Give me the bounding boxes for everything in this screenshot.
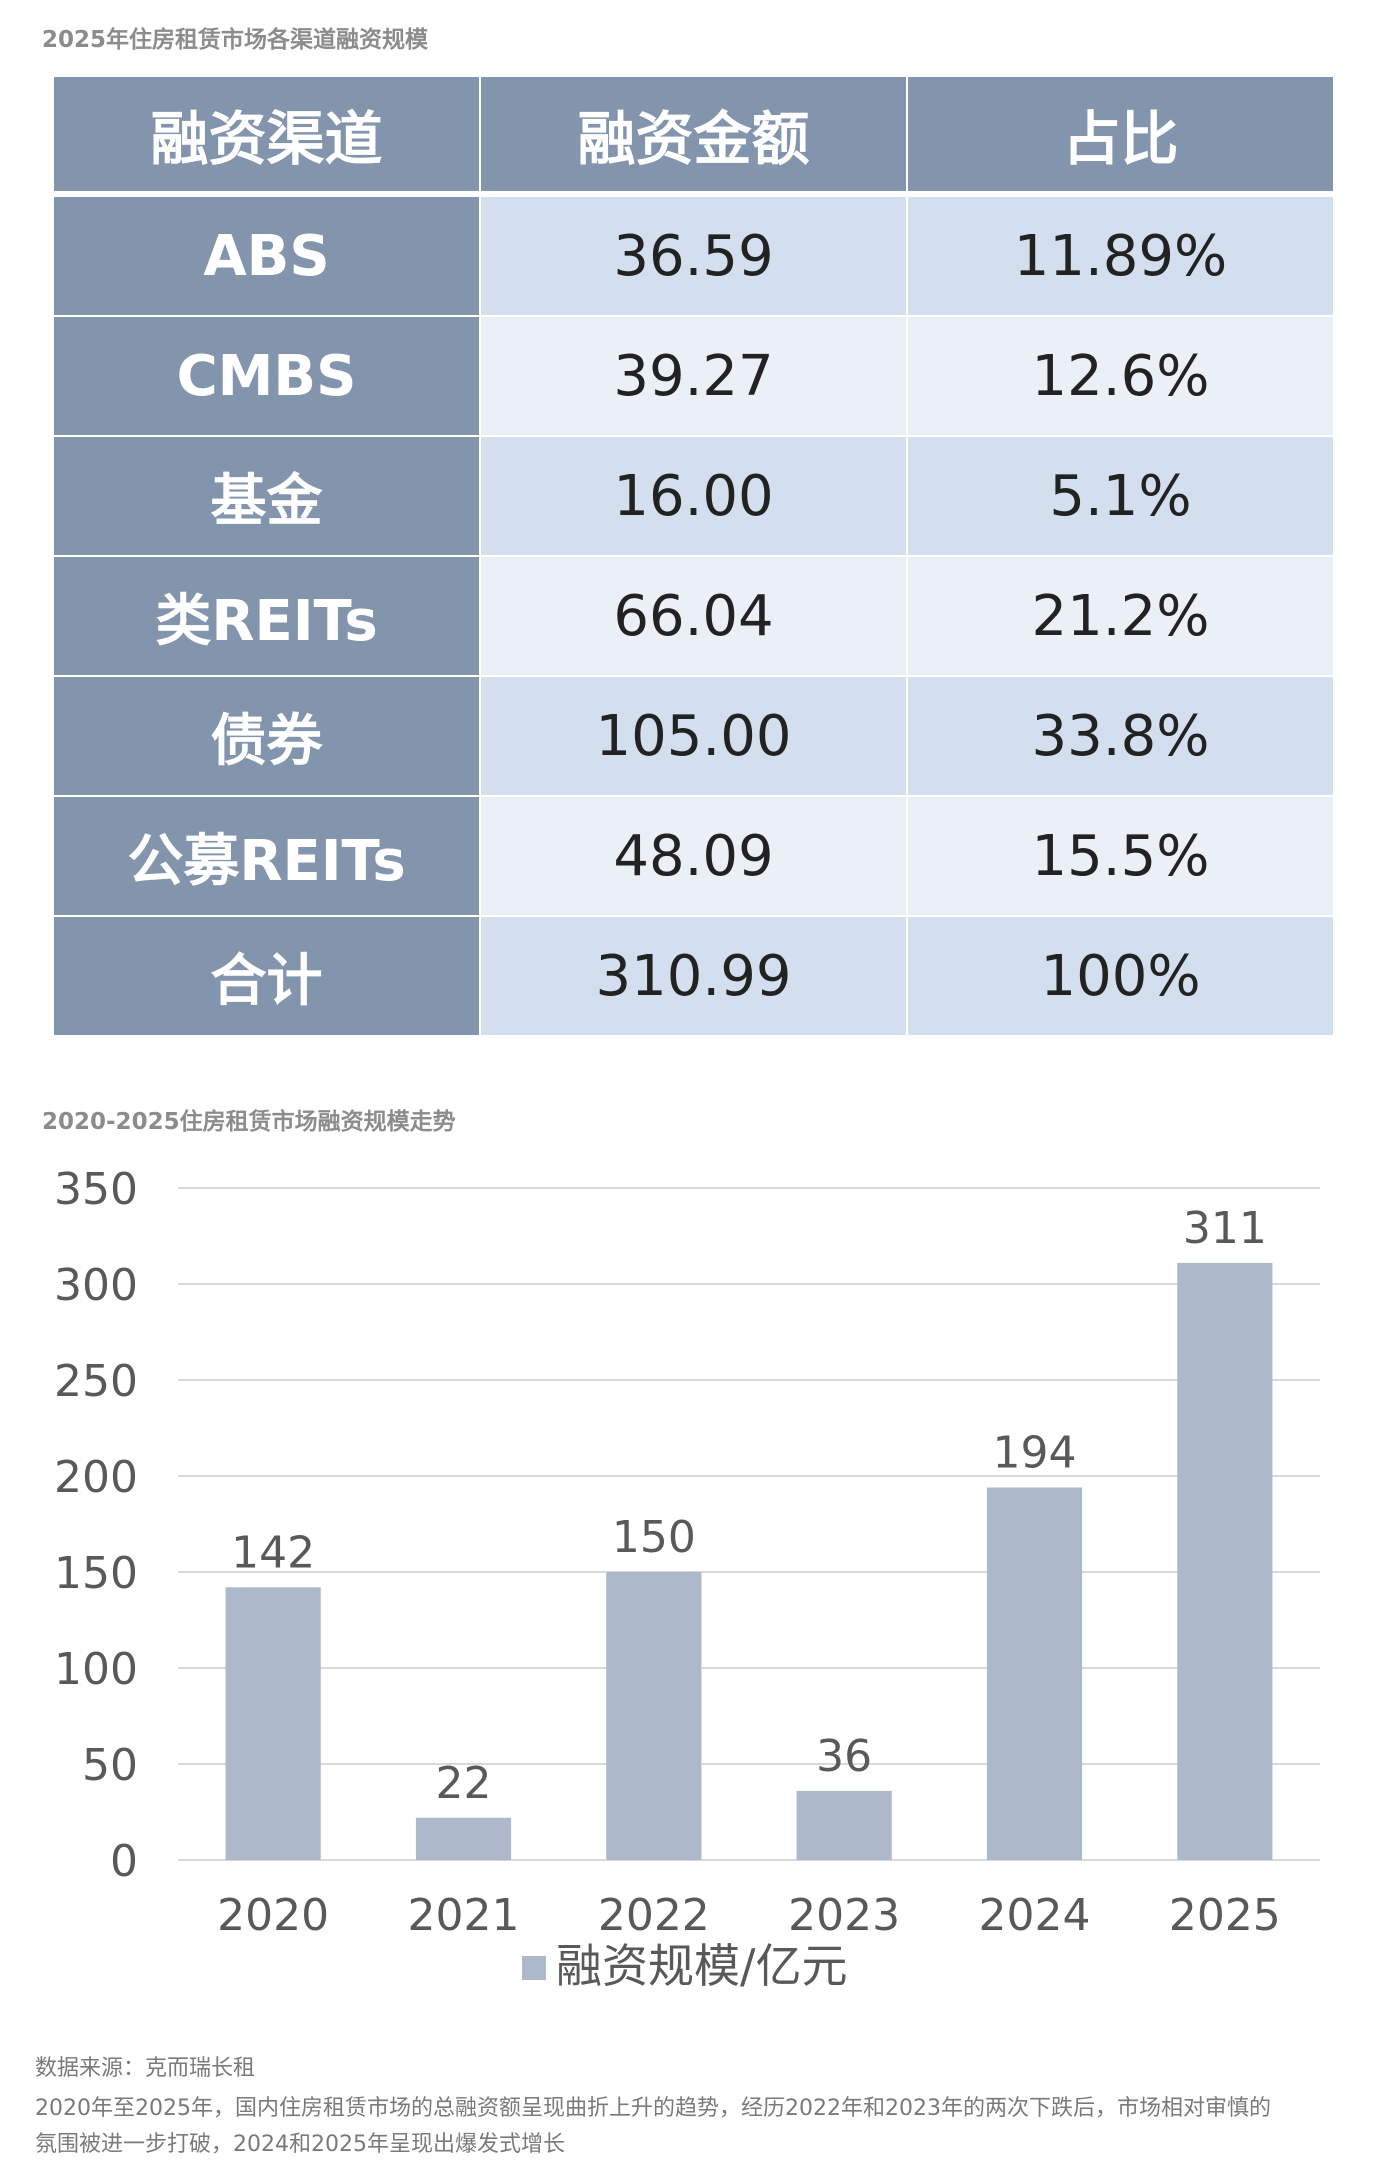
table-caption: 2025年住房租赁市场各渠道融资规模 [42,27,429,53]
data-label: 194 [993,1428,1077,1479]
row-share: 5.1% [906,435,1335,557]
row-share: 11.89% [906,193,1335,317]
note-line-1: 2020年至2025年，国内住房租赁市场的总融资额呈现曲折上升的趋势，经历202… [35,2096,1271,2121]
y-tick-label: 50 [82,1740,138,1791]
row-amount: 48.09 [479,795,908,917]
bar [986,1487,1083,1860]
row-share: 15.5% [906,795,1335,917]
legend-label: 融资规模/亿元 [556,1939,848,1993]
x-tick-label: 2020 [217,1890,329,1941]
y-tick-label: 100 [54,1644,138,1695]
data-label: 22 [436,1758,492,1809]
table-row: 类REITs 66.04 21.2% [52,555,1335,677]
data-label: 36 [816,1731,872,1782]
y-tick-label: 200 [54,1452,138,1503]
row-share: 21.2% [906,555,1335,677]
data-label: 311 [1183,1203,1267,1254]
row-amount: 16.00 [479,435,908,557]
row-amount: 310.99 [479,915,908,1037]
data-source: 数据来源：克而瑞长租 [35,2056,256,2081]
y-tick-label: 150 [54,1548,138,1599]
financing-channel-table: 融资渠道 融资金额 占比 ABS 36.59 11.89% CMBS 39.27… [52,75,1335,1037]
row-amount: 66.04 [479,555,908,677]
bar [225,1587,321,1860]
y-tick-label: 0 [110,1836,138,1887]
x-tick-label: 2024 [979,1890,1091,1941]
bar [606,1572,702,1860]
table-row: ABS 36.59 11.89% [52,193,1335,317]
data-label: 150 [612,1512,696,1563]
row-channel: 合计 [52,915,481,1037]
row-channel: 公募REITs [52,795,481,917]
note-line-2: 氛围被进一步打破，2024和2025年呈现出爆发式增长 [35,2132,565,2157]
y-tick-label: 250 [54,1356,138,1407]
bar [1177,1262,1273,1860]
row-share: 100% [906,915,1335,1037]
legend-swatch [522,1956,546,1980]
x-tick-label: 2022 [598,1890,710,1941]
bar [796,1790,892,1860]
y-tick-label: 300 [54,1260,138,1311]
row-amount: 39.27 [479,315,908,437]
header-amount: 融资金额 [479,75,908,197]
table-row-total: 合计 310.99 100% [52,915,1335,1037]
y-tick-label: 350 [54,1164,138,1215]
row-share: 33.8% [906,675,1335,797]
table-header-row: 融资渠道 融资金额 占比 [52,75,1335,197]
row-channel: 类REITs [52,555,481,677]
x-tick-label: 2025 [1169,1890,1281,1941]
chart-caption: 2020-2025住房租赁市场融资规模走势 [42,1109,456,1135]
bar [415,1817,512,1860]
row-amount: 105.00 [479,675,908,797]
row-channel: 债券 [52,675,481,797]
table-row: 公募REITs 48.09 15.5% [52,795,1335,917]
x-tick-label: 2021 [408,1890,520,1941]
data-label: 142 [231,1527,315,1578]
header-share: 占比 [906,75,1335,197]
table-row: 债券 105.00 33.8% [52,675,1335,797]
row-share: 12.6% [906,315,1335,437]
table-row: 基金 16.00 5.1% [52,435,1335,557]
header-channel: 融资渠道 [52,75,481,197]
row-amount: 36.59 [479,193,908,317]
row-channel: 基金 [52,435,481,557]
bar-chart: 0 50 100 150 200 250 300 350 142 2020 22 2021 150 202… [54,1164,1320,1993]
table-row: CMBS 39.27 12.6% [52,315,1335,437]
x-tick-label: 2023 [788,1890,900,1941]
row-channel: ABS [52,193,481,317]
row-channel: CMBS [52,315,481,437]
